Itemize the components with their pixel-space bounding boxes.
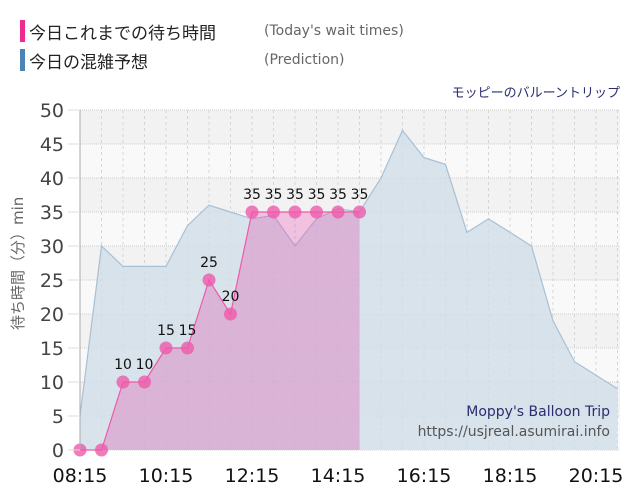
data-point-label: 35 xyxy=(351,187,369,203)
legend-swatch-prediction xyxy=(20,49,25,71)
y-tick-label: 20 xyxy=(40,304,64,326)
y-tick-label: 15 xyxy=(40,338,64,360)
y-tick-label: 0 xyxy=(52,440,64,462)
data-point-label: 25 xyxy=(200,255,218,271)
x-tick-label: 14:15 xyxy=(311,465,366,487)
prediction-area xyxy=(79,129,618,450)
credit-url[interactable]: https://usjreal.asumirai.info xyxy=(418,424,610,440)
legend-today: 今日これまでの待ち時間 (Today's wait times) xyxy=(20,20,404,44)
x-tick-label: 08:15 xyxy=(53,465,108,487)
legend-today-en: (Today's wait times) xyxy=(264,23,404,39)
data-point xyxy=(267,205,280,219)
data-point-label: 35 xyxy=(265,187,283,203)
grid-band xyxy=(80,144,620,178)
y-tick-label: 35 xyxy=(40,202,64,224)
prediction-line xyxy=(79,129,618,417)
data-point xyxy=(159,341,173,355)
data-point-label: 35 xyxy=(329,187,347,203)
y-tick-label: 50 xyxy=(40,100,64,122)
data-point-label: 35 xyxy=(243,187,261,203)
data-point-label: 10 xyxy=(136,357,154,373)
x-tick-label: 16:15 xyxy=(397,465,452,487)
x-tick-label: 20:15 xyxy=(569,465,624,487)
data-point-label: 15 xyxy=(179,323,197,339)
data-point xyxy=(310,205,323,219)
legend-prediction-en: (Prediction) xyxy=(264,52,345,68)
x-tick-label: 12:15 xyxy=(225,465,280,487)
data-point xyxy=(138,375,151,389)
today-fill xyxy=(80,212,360,450)
x-tick-label: 18:15 xyxy=(483,465,538,487)
data-point-label: 15 xyxy=(157,323,175,339)
credit-name: Moppy's Balloon Trip xyxy=(466,404,610,420)
legend-prediction: 今日の混雑予想 (Prediction) xyxy=(20,49,345,73)
data-point-label: 20 xyxy=(222,289,240,305)
axes: 0 5 10 15 20 25 30 35 40 45 50 08:15 10:15 12:15 14:15… xyxy=(40,100,624,487)
data-point xyxy=(202,273,216,287)
prediction-fill xyxy=(80,130,618,450)
data-point xyxy=(288,205,302,219)
x-tick-label: 10:15 xyxy=(139,465,194,487)
data-point xyxy=(181,341,194,355)
data-point xyxy=(331,205,345,219)
legend-today-jp: 今日これまでの待ち時間 xyxy=(29,23,216,44)
y-axis-label: 待ち時間（分）min xyxy=(9,197,27,330)
data-point xyxy=(116,375,130,389)
y-tick-label: 45 xyxy=(40,134,64,156)
legend-swatch-today xyxy=(20,20,25,42)
grid-band xyxy=(80,178,620,212)
data-point-label: 10 xyxy=(114,357,132,373)
data-point xyxy=(95,443,108,457)
today-area xyxy=(73,205,366,457)
y-tick-label: 10 xyxy=(40,372,64,394)
y-tick-label: 40 xyxy=(40,168,64,190)
data-point-label: 35 xyxy=(286,187,304,203)
data-point xyxy=(245,205,259,219)
ride-title: モッピーのバルーントリップ xyxy=(451,86,620,101)
y-tick-label: 5 xyxy=(52,406,64,428)
data-point xyxy=(353,205,366,219)
legend-prediction-jp: 今日の混雑予想 xyxy=(29,52,148,73)
y-tick-label: 30 xyxy=(40,236,64,258)
data-point xyxy=(224,307,237,321)
y-tick-label: 25 xyxy=(40,270,64,292)
grid-band xyxy=(80,110,620,144)
data-point-label: 35 xyxy=(308,187,326,203)
